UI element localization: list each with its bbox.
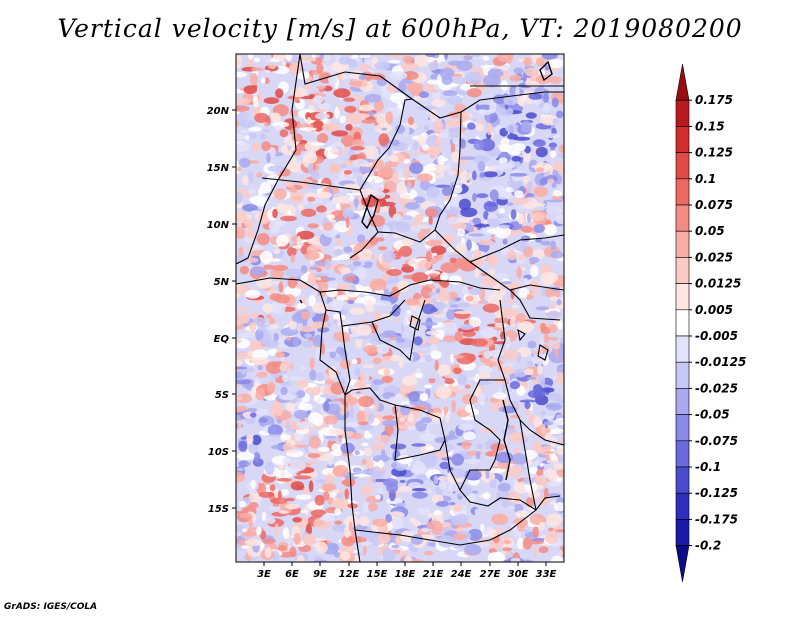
lon-tick-label: 24E [451,569,472,580]
colorbar-label: -0.1 [695,460,721,474]
lon-tick-label: 6E [285,569,299,580]
lon-tick-label: 30E [508,569,529,580]
colorbar-label: -0.0125 [695,355,746,369]
colorbar-swatch [675,414,690,442]
colorbar-label: -0.2 [695,539,721,553]
colorbar-swatch [675,361,690,389]
country-boundaries [236,54,564,562]
colorbar-swatch [675,388,690,415]
colorbar-label: 0.005 [695,303,733,317]
colorbar-label: 0.175 [695,93,733,107]
colorbar-swatch [675,99,690,127]
colorbar-label: 0.125 [695,146,733,160]
lon-tick-label: 15E [367,569,388,580]
longitude-axis: 3E 6E 9E 12E 15E 18E 21E 24E 27E 30E 33E [257,562,557,580]
lon-tick-label: 33E [536,569,557,580]
software-credit: GrADS: IGES/COLA [4,602,98,612]
lon-tick-label: 21E [423,569,444,580]
colorbar-swatch [675,126,690,153]
colorbar-swatch [675,519,690,546]
lat-tick-label: 10S [208,447,229,458]
lat-tick-label: 5S [215,390,229,401]
colorbar-label: -0.005 [695,329,738,343]
colorbar-label: 0.15 [695,119,725,133]
colorbar-swatch [675,283,690,311]
colorbar-swatch [675,309,690,337]
lon-tick-label: 12E [339,569,360,580]
colorbar-swatch [675,492,690,520]
lon-tick-label: 3E [257,569,271,580]
colorbar-label: -0.175 [695,512,738,526]
colorbar-label: 0.0125 [695,277,741,291]
colorbar-label: 0.025 [695,250,733,264]
colorbar-label: -0.05 [695,408,730,422]
colorbar-label: -0.125 [695,486,738,500]
lat-tick-label: EQ [214,334,230,345]
colorbar-swatch [675,440,690,468]
colorbar-label: 0.05 [695,224,725,238]
latitude-axis: 20N 15N 10N 5N EQ 5S 10S 15S [207,106,236,515]
lon-tick-label: 9E [313,569,327,580]
colorbar-swatch [675,204,690,232]
lat-tick-label: 20N [207,106,230,117]
map-frame [235,53,565,563]
colorbar-swatch [675,63,690,101]
colorbar: 0.175 0.15 0.125 0.1 0.075 0.05 0.025 0.0125 0.0… [675,63,746,582]
colorbar-swatch [675,178,690,206]
lon-tick-label: 27E [480,569,501,580]
lat-tick-label: 15N [207,163,230,174]
colorbar-swatch [675,466,690,494]
colorbar-label: -0.025 [695,381,738,395]
lon-tick-label: 18E [395,569,416,580]
colorbar-label: -0.075 [695,434,738,448]
lat-tick-label: 5N [214,277,230,288]
lat-tick-label: 10N [207,220,230,231]
colorbar-swatch [675,545,690,582]
colorbar-swatch [675,230,690,258]
lat-tick-label: 15S [208,504,229,515]
colorbar-swatch [675,335,690,363]
colorbar-swatch [675,257,690,284]
chart-title: Vertical velocity [m/s] at 600hPa, VT: 2… [57,14,743,43]
colorbar-label: 0.1 [695,172,716,186]
colorbar-label: 0.075 [695,198,733,212]
colorbar-swatch [675,152,690,180]
